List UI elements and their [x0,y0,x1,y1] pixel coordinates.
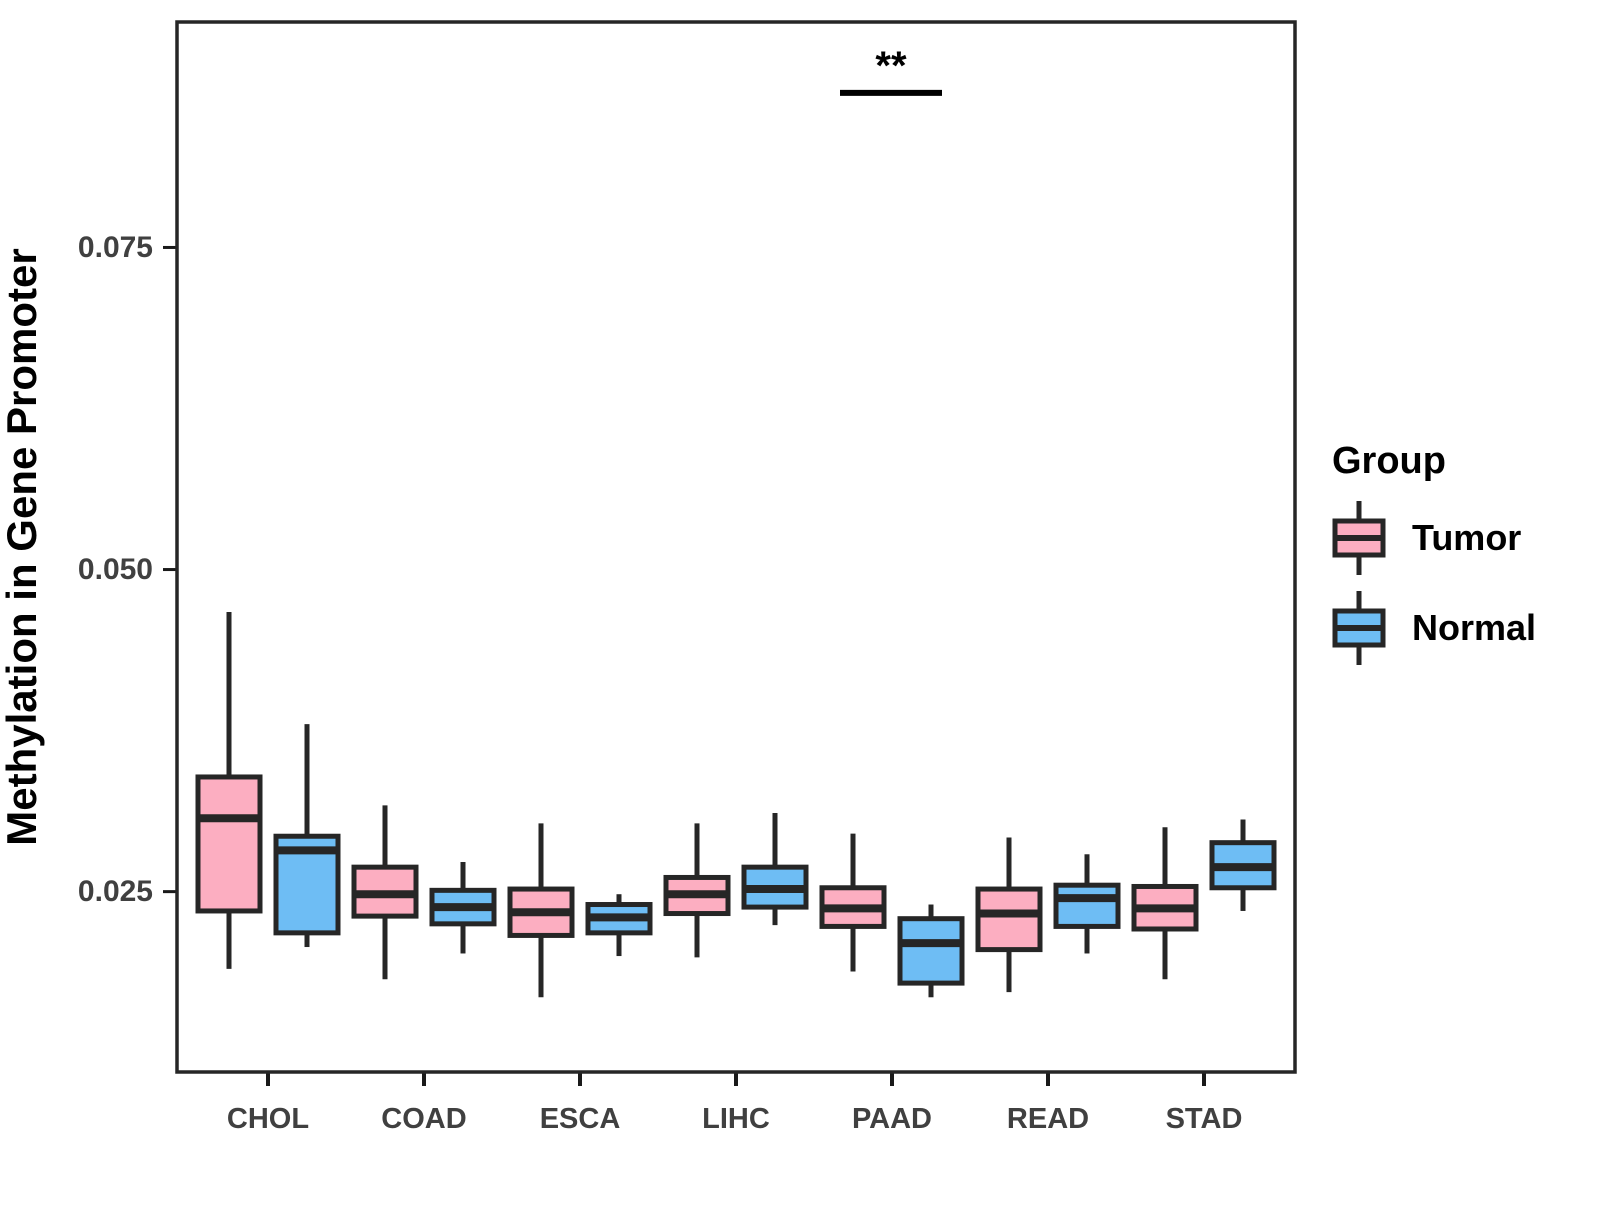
legend-entry-normal: Normal [1330,589,1536,667]
y-axis-title: Methylation in Gene Promoter [0,248,45,845]
y-tick-label: 0.075 [78,231,153,264]
plot-panel [177,22,1295,1072]
panel-border [175,20,1297,1074]
x-tick-label-COAD: COAD [381,1103,466,1135]
x-tick-label-CHOL: CHOL [227,1103,309,1135]
x-tick-label-LIHC: LIHC [702,1103,770,1135]
y-tick-label: 0.050 [78,553,153,586]
x-tick-label-PAAD: PAAD [852,1103,932,1135]
x-tick-label-READ: READ [1007,1103,1089,1135]
legend-title: Group [1332,440,1446,482]
box-READ-Tumor [975,886,1043,953]
x-tick-label-ESCA: ESCA [540,1103,621,1135]
legend-key-normal-icon [1332,591,1386,665]
legend-key-tumor-icon [1332,501,1386,575]
legend-label-normal: Normal [1412,607,1537,648]
y-tick-label: 0.025 [78,875,153,908]
box-CHOL-Tumor [195,774,263,914]
x-tick-label-STAD: STAD [1166,1103,1243,1135]
legend-entry-tumor: Tumor [1330,499,1536,577]
legend-label-tumor: Tumor [1412,517,1522,558]
legend: Group Tumor Normal [1330,440,1536,679]
box-READ-Normal [1053,882,1121,929]
box-PAAD-Normal [897,916,965,986]
significance-stars: ** [875,44,907,88]
